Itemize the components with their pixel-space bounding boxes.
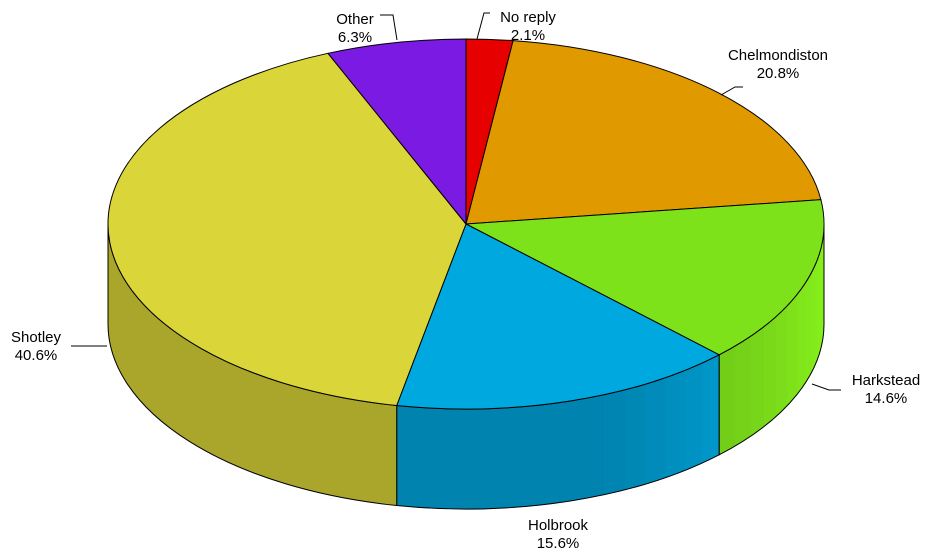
- leader-line-harkstead: [811, 383, 841, 391]
- pie-slice-holbrook: [396, 223, 721, 410]
- pie-sides: [107, 223, 825, 510]
- slice-label-other: Other: [336, 11, 374, 28]
- leader-line-no-reply: [476, 12, 490, 40]
- pie-labels: No reply2.1%Chelmondiston20.8%Harkstead1…: [11, 9, 920, 552]
- slice-percent-holbrook: 15.6%: [537, 535, 580, 552]
- pie-tops: [107, 38, 825, 410]
- slice-percent-chelmondiston: 20.8%: [757, 65, 800, 82]
- pie-slice-chelmondiston: [465, 40, 822, 225]
- pie-slice-shotley: [107, 52, 467, 407]
- slice-percent-other: 6.3%: [338, 29, 372, 46]
- slice-label-chelmondiston: Chelmondiston: [728, 47, 828, 64]
- slice-percent-shotley: 40.6%: [15, 347, 58, 364]
- leader-line-other: [380, 14, 398, 41]
- slice-label-no-reply: No reply: [500, 9, 556, 26]
- pie-slice-harkstead: [464, 199, 825, 356]
- pie-side-shotley: [107, 223, 398, 507]
- slice-label-shotley: Shotley: [11, 329, 62, 346]
- slice-percent-no-reply: 2.1%: [511, 27, 545, 44]
- slice-percent-harkstead: 14.6%: [865, 390, 908, 407]
- pie-slice-other: [327, 38, 467, 226]
- slice-label-holbrook: Holbrook: [528, 517, 589, 534]
- slice-label-harkstead: Harkstead: [852, 372, 920, 389]
- leader-line-chelmondiston: [720, 86, 743, 96]
- pie-side-holbrook: [396, 353, 720, 510]
